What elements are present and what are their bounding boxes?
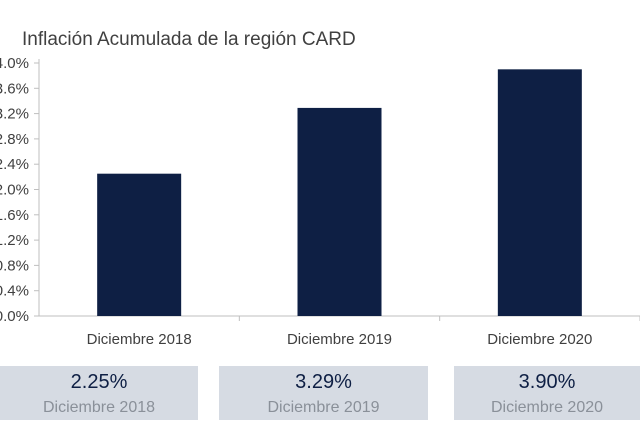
card-label: Diciembre 2018 xyxy=(42,399,156,416)
y-tick-label: 2.8% xyxy=(0,131,29,148)
summary-card-2019: 3.29% Diciembre 2019 xyxy=(219,366,428,420)
bar-chart: 0.0% 0.4% 0.8% 1.2% 1.6% 2.0% 2.4% 2.8% 3.2% 3.6%… xyxy=(0,55,640,348)
chart-title: Inflación Acumulada de la región CARD xyxy=(22,29,356,50)
y-tick-label: 1.2% xyxy=(0,232,29,249)
y-tick-label: 0.4% xyxy=(0,283,29,300)
bar-0 xyxy=(97,173,182,316)
y-tick-label: 1.6% xyxy=(0,207,29,224)
x-tick-label: Diciembre 2020 xyxy=(487,331,592,348)
summary-card-2018: 2.25% Diciembre 2018 xyxy=(0,366,198,420)
bar-1 xyxy=(297,107,382,316)
card-value: 2.25% xyxy=(70,371,128,393)
y-tick-label: 2.0% xyxy=(0,182,29,199)
x-tick-label: Diciembre 2019 xyxy=(287,331,392,348)
x-tick-label: Diciembre 2018 xyxy=(87,331,192,348)
bar-2 xyxy=(497,69,582,316)
card-label: Diciembre 2019 xyxy=(267,399,380,416)
y-tick-label: 2.4% xyxy=(0,156,29,173)
y-tick-label: 0.8% xyxy=(0,257,29,274)
y-tick-label: 4.0% xyxy=(0,55,29,72)
summary-card-2020: 3.90% Diciembre 2020 xyxy=(454,366,640,420)
card-label: Diciembre 2020 xyxy=(490,399,604,416)
y-tick-label: 3.2% xyxy=(0,106,29,123)
card-value: 3.90% xyxy=(518,371,576,393)
card-value: 3.29% xyxy=(295,371,352,393)
y-tick-label: 3.6% xyxy=(0,80,29,97)
y-tick-label: 0.0% xyxy=(0,308,29,325)
